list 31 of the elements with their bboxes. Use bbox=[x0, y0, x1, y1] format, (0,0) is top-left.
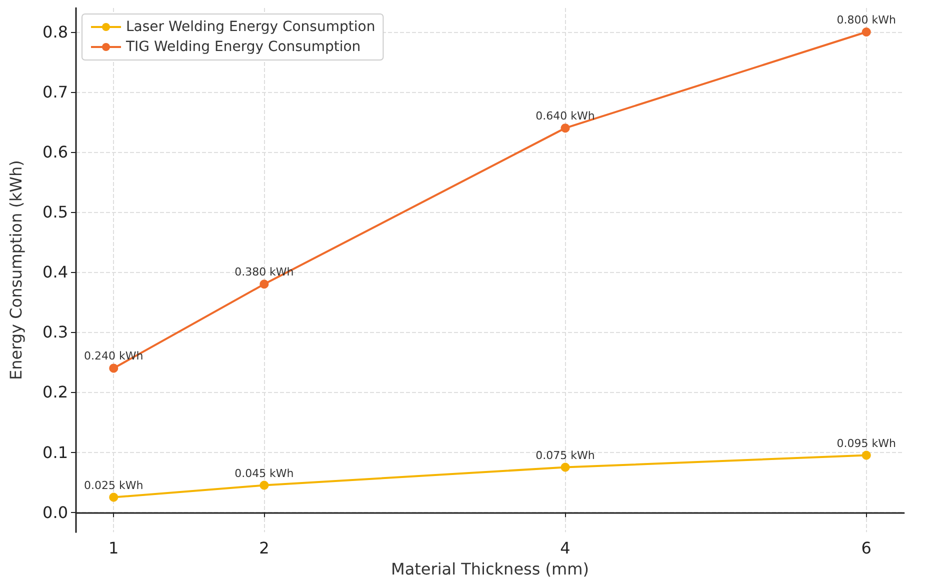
y-tick-label: 0.5 bbox=[42, 202, 68, 222]
y-axis-title: Energy Consumption (kWh) bbox=[6, 160, 26, 380]
x-axis-title: Material Thickness (mm) bbox=[391, 560, 589, 578]
y-tick-label: 0.2 bbox=[42, 382, 68, 402]
y-tick-label: 0.1 bbox=[42, 442, 68, 462]
y-tick-label: 0.7 bbox=[42, 82, 68, 102]
point bbox=[260, 480, 269, 490]
data-label: 0.095 kWh bbox=[836, 436, 896, 450]
y-tick-label: 0.4 bbox=[42, 262, 68, 282]
x-tick-label: 1 bbox=[108, 538, 119, 558]
data-label: 0.045 kWh bbox=[234, 466, 294, 480]
point bbox=[560, 462, 570, 472]
point bbox=[862, 450, 871, 460]
point bbox=[109, 364, 118, 373]
data-label: 0.640 kWh bbox=[536, 110, 595, 123]
point bbox=[862, 28, 871, 37]
y-tick-label: 0.0 bbox=[42, 502, 68, 522]
y-tick-label: 0.3 bbox=[42, 322, 68, 342]
point bbox=[260, 280, 269, 289]
legend-label: TIG Welding Energy Consumption bbox=[125, 39, 361, 55]
y-tick-label: 0.6 bbox=[42, 142, 68, 162]
y-tick-label: 0.8 bbox=[42, 22, 68, 42]
x-tick-label: 6 bbox=[861, 538, 872, 558]
point bbox=[109, 492, 118, 502]
x-tick-label: 2 bbox=[259, 538, 270, 558]
data-label: 0.075 kWh bbox=[536, 448, 595, 462]
point bbox=[560, 124, 570, 133]
data-label: 0.800 kWh bbox=[836, 14, 896, 27]
x-tick-label: 4 bbox=[560, 538, 570, 558]
legend-label: Laser Welding Energy Consumption bbox=[126, 19, 376, 35]
data-label: 0.025 kWh bbox=[84, 478, 144, 492]
